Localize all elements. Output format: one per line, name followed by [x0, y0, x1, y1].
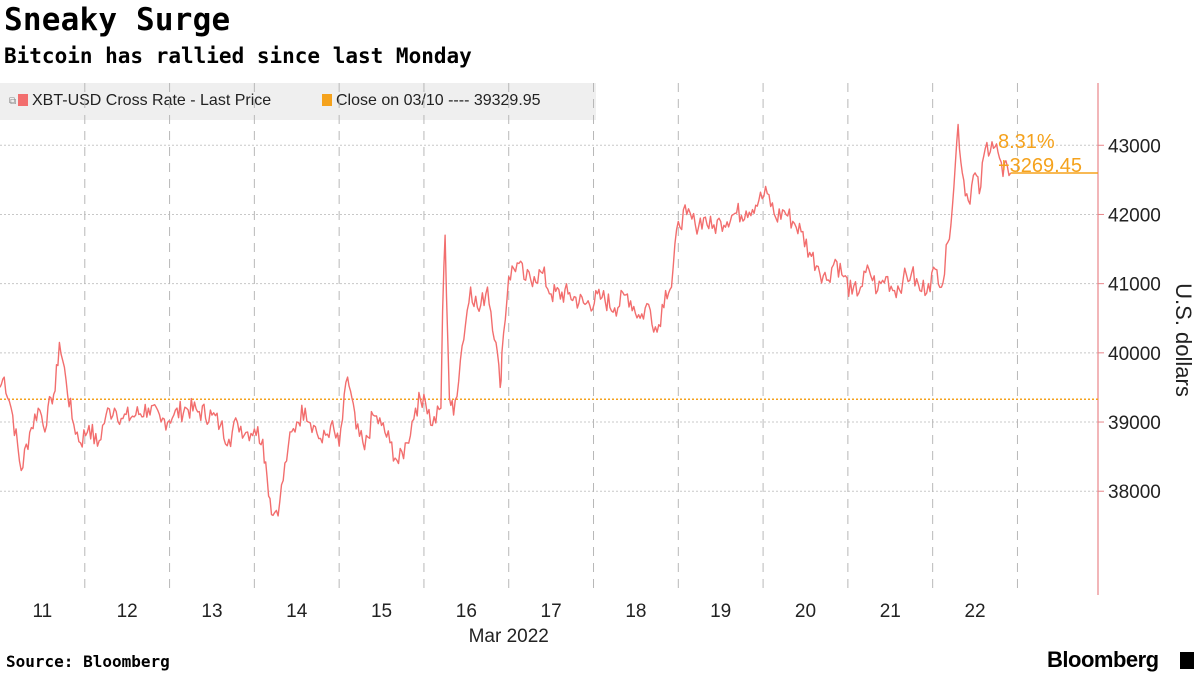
x-axis-label: Mar 2022: [469, 626, 549, 647]
bloomberg-chart-icon: [1180, 652, 1194, 669]
x-tick-label-21: 21: [880, 601, 901, 622]
y-tick-label-40000: 40000: [1108, 344, 1161, 365]
x-tick-label-18: 18: [625, 601, 646, 622]
legend-label-series: XBT-USD Cross Rate - Last Price: [32, 92, 272, 109]
legend-marker-icon: ⧉: [9, 96, 17, 107]
pct-change-label: 8.31%: [998, 131, 1055, 153]
y-tick-label-43000: 43000: [1108, 136, 1161, 157]
brand-logo: Bloomberg: [1047, 647, 1159, 672]
x-tick-label-20: 20: [795, 601, 816, 622]
y-tick-label-38000: 38000: [1108, 482, 1161, 503]
legend-swatch-reference: [322, 94, 332, 106]
chart-title: Sneaky Surge: [4, 2, 231, 38]
abs-change-label: +3269.45: [998, 155, 1082, 177]
legend-swatch-series: [18, 94, 28, 106]
x-tick-label-14: 14: [286, 601, 308, 622]
x-tick-label-17: 17: [541, 601, 562, 622]
x-tick-label-11: 11: [33, 601, 53, 622]
x-tick-label-13: 13: [201, 601, 222, 622]
x-tick-label-12: 12: [117, 601, 138, 622]
y-tick-label-42000: 42000: [1108, 205, 1161, 226]
series-line-xbt-usd: [0, 123, 1012, 517]
x-tick-label-15: 15: [371, 601, 392, 622]
legend-item-reference: Close on 03/10 ---- 39329.95: [322, 92, 541, 110]
chart-legend: ⧉ XBT-USD Cross Rate - Last Price Close …: [0, 83, 596, 120]
legend-item-series: XBT-USD Cross Rate - Last Price: [18, 92, 271, 110]
y-tick-label-39000: 39000: [1108, 413, 1161, 434]
legend-label-reference: Close on 03/10 ---- 39329.95: [336, 92, 541, 109]
x-tick-label-16: 16: [456, 601, 477, 622]
x-tick-label-19: 19: [710, 601, 731, 622]
x-tick-label-22: 22: [964, 601, 985, 622]
source-note: Source: Bloomberg: [6, 652, 170, 671]
y-axis-label: U.S. dollars: [1171, 283, 1196, 397]
chart-subtitle: Bitcoin has rallied since last Monday: [4, 44, 472, 68]
y-tick-label-41000: 41000: [1108, 275, 1161, 296]
